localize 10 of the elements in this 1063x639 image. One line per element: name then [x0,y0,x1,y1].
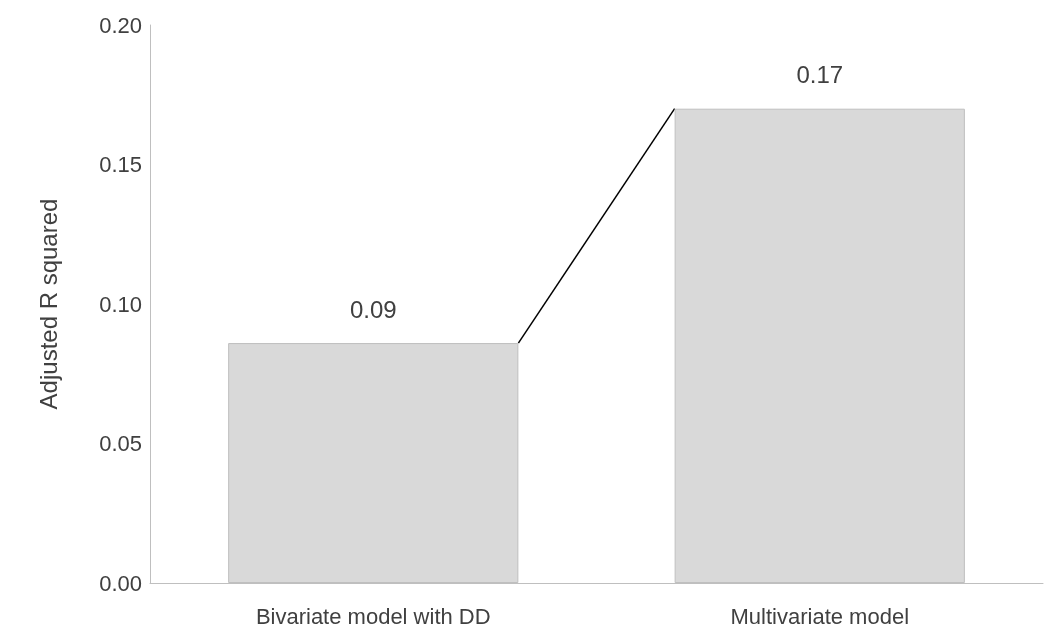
y-tick-label: 0.20 [99,12,142,38]
x-tick-label: Bivariate model with DD [255,603,491,629]
x-tick-label: Multivariate model [730,603,910,629]
y-tick-label: 0.00 [99,570,142,596]
y-tick-label: 0.15 [99,152,142,177]
y-axis-title: Adjusted R squared [34,198,62,410]
data-label: 0.09 [349,295,397,323]
y-tick-label: 0.10 [99,291,142,317]
data-label: 0.17 [796,61,844,89]
y-tick-label: 0.05 [99,431,142,456]
